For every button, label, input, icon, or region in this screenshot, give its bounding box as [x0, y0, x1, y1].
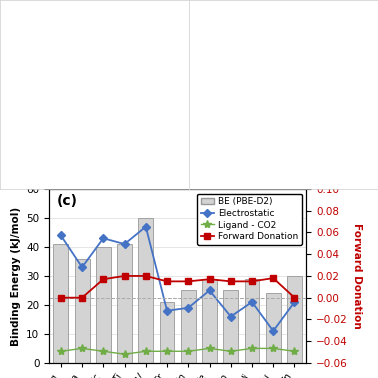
Bar: [74, 259, 90, 363]
Bar: [181, 290, 196, 363]
Bar: [53, 244, 68, 363]
Text: (c): (c): [57, 194, 78, 208]
Bar: [96, 247, 111, 363]
Bar: [266, 293, 281, 363]
Bar: [245, 279, 259, 363]
Bar: [202, 279, 217, 363]
Y-axis label: Forward Donation: Forward Donation: [352, 223, 361, 329]
Bar: [287, 276, 302, 363]
Bar: [223, 290, 238, 363]
Bar: [138, 218, 153, 363]
Bar: [117, 244, 132, 363]
Bar: [160, 302, 175, 363]
Y-axis label: Binding Energy (kJ/mol): Binding Energy (kJ/mol): [11, 206, 21, 345]
Legend: BE (PBE-D2), Electrostatic, Ligand - CO2, Forward Donation: BE (PBE-D2), Electrostatic, Ligand - CO2…: [197, 194, 302, 245]
